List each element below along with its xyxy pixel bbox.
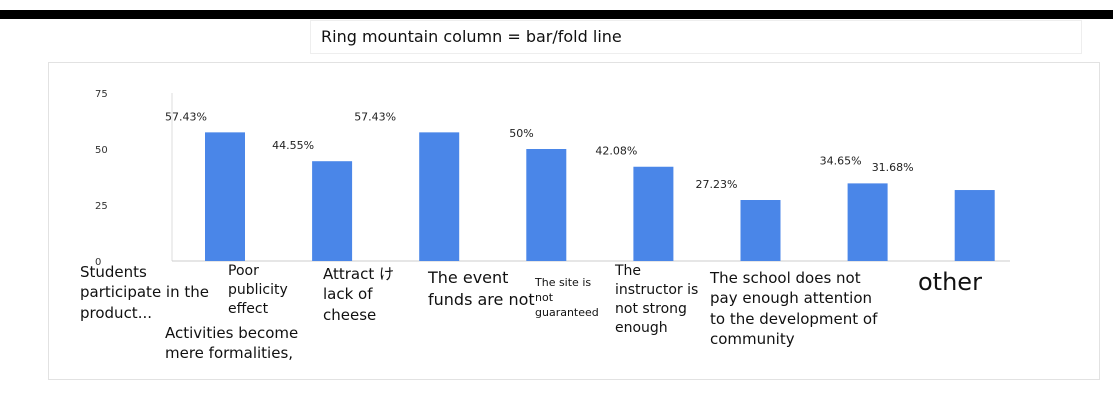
bar bbox=[847, 183, 888, 261]
title-box: Ring mountain column = bar/fold line bbox=[310, 20, 1082, 54]
y-tick-label: 75 bbox=[95, 89, 108, 100]
x-tick-label: The event funds are not bbox=[428, 268, 535, 309]
bar bbox=[526, 149, 567, 261]
x-tick-label: other bbox=[918, 268, 982, 296]
value-label: 31.68% bbox=[872, 161, 914, 174]
value-label: 44.55% bbox=[272, 139, 314, 152]
bar bbox=[954, 190, 995, 261]
chart-title: Ring mountain column = bar/fold line bbox=[321, 27, 622, 46]
value-label: 57.43% bbox=[165, 110, 207, 123]
y-tick-label: 50 bbox=[95, 145, 108, 156]
x-tick-label: The site is not guaranteed bbox=[535, 276, 599, 319]
value-label: 57.43% bbox=[354, 110, 396, 123]
value-label: 27.23% bbox=[696, 178, 738, 191]
value-label: 50% bbox=[509, 127, 533, 140]
bar bbox=[205, 132, 245, 261]
chart-frame bbox=[48, 62, 1100, 380]
x-tick-label: Poor publicity effect bbox=[228, 263, 288, 317]
x-tick-label: Students participate in the product... bbox=[80, 263, 209, 322]
value-label: 42.08% bbox=[595, 145, 637, 158]
bar bbox=[740, 200, 781, 261]
bar bbox=[633, 166, 674, 261]
annotation: Activities become mere formalities, bbox=[165, 324, 299, 363]
x-tick-label: Attract け lack of cheese bbox=[323, 265, 395, 324]
top-bar bbox=[0, 10, 1113, 19]
x-tick-label: The instructor is not strong enough bbox=[615, 263, 699, 336]
value-label: 34.65% bbox=[820, 154, 862, 167]
y-tick-label: 0 bbox=[95, 257, 101, 268]
y-tick-label: 25 bbox=[95, 201, 108, 212]
x-tick-label: The school does not pay enough attention… bbox=[710, 269, 878, 348]
bar bbox=[419, 132, 460, 261]
bar bbox=[312, 161, 353, 261]
